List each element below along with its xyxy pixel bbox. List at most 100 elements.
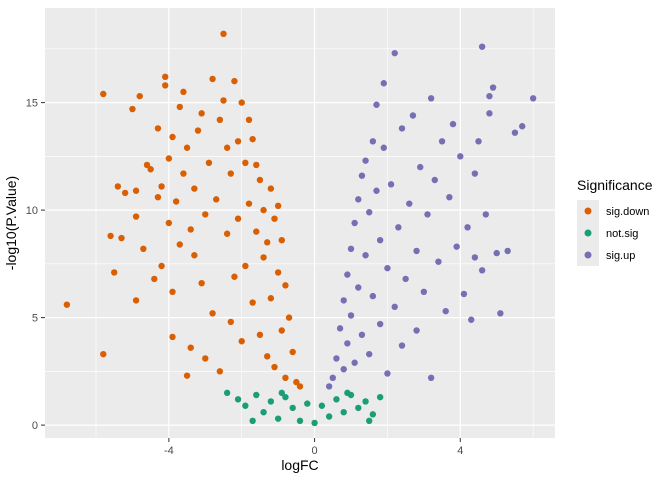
point-sig-down — [205, 159, 213, 166]
point-sig-up — [486, 110, 493, 117]
y-tick-label: 10 — [26, 205, 38, 217]
point-sig-down — [143, 161, 151, 169]
point-sig-down — [183, 144, 191, 151]
point-sig-down — [114, 183, 122, 190]
point-sig-up — [366, 350, 373, 358]
point-sig-down — [132, 187, 140, 194]
point-sig-down — [282, 282, 289, 289]
point-sig-up — [398, 125, 406, 132]
point-sig-up — [384, 264, 391, 272]
point-sig-up — [438, 138, 446, 145]
point-sig-down — [202, 211, 209, 218]
point-not-sig — [325, 413, 333, 420]
point-sig-down — [169, 133, 176, 141]
point-sig-up — [333, 355, 340, 362]
point-sig-down — [289, 348, 296, 356]
point-sig-up — [427, 95, 435, 102]
point-sig-down — [245, 116, 253, 124]
point-sig-down — [256, 176, 264, 184]
point-sig-down — [231, 77, 238, 85]
point-sig-down — [121, 189, 129, 197]
point-sig-up — [369, 138, 377, 145]
point-sig-down — [216, 368, 224, 375]
point-sig-up — [387, 181, 395, 188]
point-sig-down — [209, 310, 216, 317]
point-not-sig — [296, 417, 304, 424]
point-sig-down — [271, 215, 278, 222]
point-sig-down — [242, 262, 249, 270]
point-sig-down — [100, 90, 107, 98]
point-not-sig — [340, 409, 347, 416]
point-sig-down — [118, 234, 125, 242]
point-sig-up — [435, 258, 442, 265]
point-sig-down — [245, 200, 253, 207]
point-sig-up — [380, 80, 387, 87]
point-sig-down — [132, 297, 140, 304]
series-not-sig — [223, 389, 384, 427]
point-sig-down — [158, 183, 165, 190]
y-axis-title: -log10(P.Value) — [3, 176, 19, 270]
point-sig-down — [154, 125, 162, 132]
point-sig-up — [420, 288, 428, 295]
point-sig-down — [260, 206, 267, 214]
point-sig-up — [402, 275, 409, 283]
point-sig-up — [511, 129, 519, 136]
point-not-sig — [249, 417, 256, 424]
point-sig-down — [132, 213, 140, 220]
point-not-sig — [318, 402, 326, 409]
point-sig-up — [358, 331, 366, 338]
point-not-sig — [260, 409, 267, 416]
point-sig-up — [504, 247, 511, 255]
point-sig-up — [468, 316, 475, 323]
point-not-sig — [274, 415, 282, 422]
legend-title: Significance — [577, 177, 653, 193]
point-sig-up — [457, 153, 464, 160]
point-sig-up — [362, 157, 369, 164]
point-sig-down — [162, 82, 169, 89]
legend: Significance sig.down not.sig sig.up — [577, 177, 653, 266]
point-sig-up — [519, 123, 526, 130]
point-not-sig — [344, 389, 351, 397]
legend-label-sig-down: sig.down — [606, 206, 649, 218]
point-sig-up — [340, 297, 347, 304]
point-sig-up — [482, 211, 489, 218]
point-sig-up — [424, 211, 431, 218]
point-sig-down — [296, 383, 304, 390]
point-sig-up — [493, 249, 500, 257]
series-sig-down — [63, 30, 304, 390]
point-sig-down — [264, 353, 271, 360]
point-not-sig — [369, 411, 377, 418]
x-tick-label: 4 — [457, 445, 463, 457]
point-sig-up — [406, 200, 413, 207]
point-sig-down — [256, 331, 264, 338]
point-sig-up — [373, 187, 380, 194]
point-sig-up — [373, 101, 380, 108]
point-sig-down — [234, 215, 242, 222]
point-sig-down — [260, 254, 267, 261]
point-sig-up — [380, 144, 387, 151]
point-sig-down — [154, 194, 162, 201]
point-sig-up — [497, 310, 504, 317]
point-sig-up — [347, 312, 355, 319]
point-sig-up — [413, 327, 420, 334]
point-sig-up — [413, 247, 420, 255]
legend-label-sig-up: sig.up — [606, 250, 635, 262]
point-sig-down — [271, 363, 278, 371]
point-sig-down — [278, 327, 285, 334]
point-sig-up — [362, 252, 369, 259]
point-sig-up — [366, 209, 373, 216]
point-sig-down — [238, 338, 245, 345]
point-sig-down — [176, 103, 183, 111]
point-sig-down — [180, 170, 187, 177]
point-sig-down — [264, 239, 271, 246]
point-sig-up — [449, 120, 457, 128]
point-sig-down — [274, 202, 282, 209]
point-not-sig — [278, 389, 285, 397]
legend-swatch-sig-down — [584, 207, 592, 215]
point-sig-up — [489, 84, 497, 91]
point-sig-up — [347, 245, 355, 252]
point-sig-down — [220, 97, 227, 104]
y-tick-label: 5 — [32, 313, 38, 325]
point-sig-up — [409, 112, 417, 119]
point-sig-down — [282, 374, 289, 381]
